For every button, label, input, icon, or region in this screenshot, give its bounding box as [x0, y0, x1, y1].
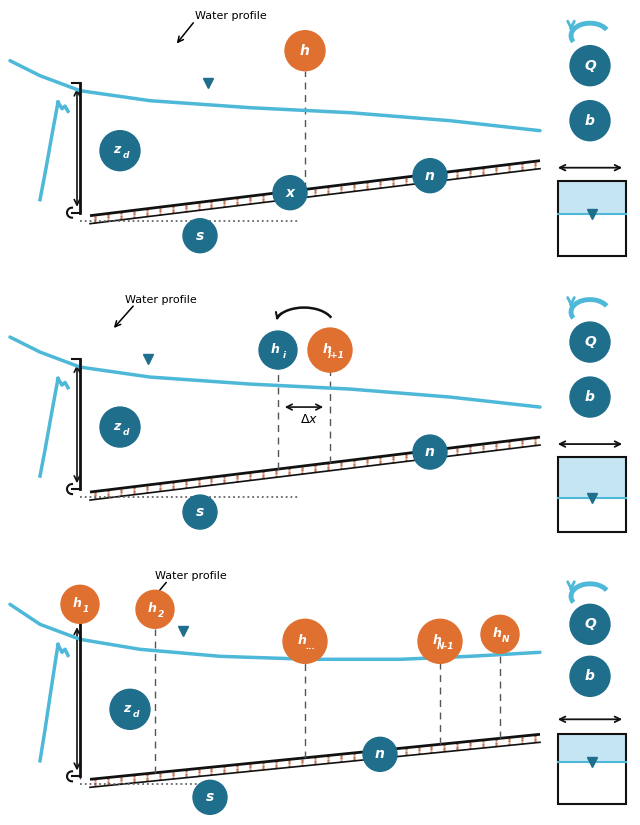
Circle shape — [183, 219, 217, 252]
Text: b: b — [585, 669, 595, 683]
Circle shape — [100, 130, 140, 171]
Circle shape — [570, 604, 610, 644]
Text: h: h — [300, 44, 310, 58]
Text: n: n — [425, 168, 435, 182]
Text: d: d — [123, 151, 129, 160]
Circle shape — [570, 101, 610, 141]
Text: Q: Q — [584, 617, 596, 631]
Circle shape — [110, 690, 150, 729]
Text: Q: Q — [584, 335, 596, 349]
Text: i+1: i+1 — [328, 351, 344, 360]
Bar — [558, 181, 626, 256]
Text: h: h — [72, 596, 81, 610]
Text: Q: Q — [584, 59, 596, 73]
Text: h: h — [298, 634, 307, 647]
Circle shape — [481, 615, 519, 653]
Text: h: h — [323, 342, 332, 356]
Text: h: h — [148, 601, 156, 615]
Text: x: x — [285, 186, 294, 200]
Circle shape — [285, 31, 325, 71]
Text: n: n — [425, 445, 435, 459]
Text: n: n — [375, 747, 385, 761]
Circle shape — [61, 585, 99, 624]
Bar — [558, 734, 626, 762]
Text: Water profile: Water profile — [195, 11, 267, 21]
Text: 1: 1 — [83, 605, 89, 614]
Circle shape — [570, 322, 610, 362]
Circle shape — [570, 657, 610, 696]
Text: z: z — [124, 702, 131, 714]
Circle shape — [193, 780, 227, 814]
Circle shape — [273, 176, 307, 210]
Text: Water profile: Water profile — [125, 295, 196, 305]
Text: s: s — [196, 229, 204, 243]
Circle shape — [136, 591, 174, 629]
Circle shape — [570, 377, 610, 417]
Text: d: d — [123, 427, 129, 436]
Text: s: s — [206, 790, 214, 804]
Bar — [558, 457, 626, 498]
Bar — [558, 457, 626, 532]
Text: z: z — [113, 144, 120, 156]
Bar — [558, 181, 626, 215]
Text: h: h — [271, 342, 280, 356]
Text: i: i — [282, 351, 285, 360]
Bar — [558, 734, 626, 804]
Text: N: N — [502, 634, 509, 644]
Circle shape — [100, 407, 140, 447]
Circle shape — [570, 45, 610, 86]
Text: Water profile: Water profile — [155, 571, 227, 582]
Text: ...: ... — [306, 642, 316, 651]
Circle shape — [283, 620, 327, 663]
Text: z: z — [113, 420, 120, 432]
Text: b: b — [585, 390, 595, 404]
Text: h: h — [433, 634, 442, 647]
Text: b: b — [585, 114, 595, 128]
Circle shape — [413, 158, 447, 193]
Circle shape — [308, 328, 352, 372]
Circle shape — [418, 620, 462, 663]
Text: $\Delta x$: $\Delta x$ — [300, 412, 318, 426]
Circle shape — [363, 738, 397, 771]
Text: h: h — [493, 627, 501, 640]
Circle shape — [183, 495, 217, 529]
Circle shape — [259, 331, 297, 369]
Text: N-1: N-1 — [437, 642, 455, 651]
Circle shape — [413, 435, 447, 469]
Text: 2: 2 — [158, 610, 164, 619]
Text: d: d — [132, 710, 140, 719]
Text: s: s — [196, 505, 204, 519]
